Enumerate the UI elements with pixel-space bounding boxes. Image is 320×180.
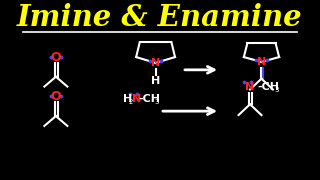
Text: Imine & Enamine: Imine & Enamine [17, 3, 303, 32]
Text: N: N [257, 57, 266, 67]
Text: N: N [132, 94, 141, 104]
Text: -CH: -CH [138, 94, 160, 104]
Text: O: O [51, 51, 61, 64]
Text: 3: 3 [155, 99, 159, 105]
Text: 2: 2 [128, 99, 132, 105]
Text: 3: 3 [275, 87, 279, 93]
Text: H: H [123, 94, 132, 104]
Text: N: N [245, 82, 255, 92]
Text: N: N [151, 58, 160, 68]
Text: O: O [51, 90, 61, 103]
Text: H: H [151, 76, 160, 86]
Text: -CH: -CH [257, 82, 279, 92]
